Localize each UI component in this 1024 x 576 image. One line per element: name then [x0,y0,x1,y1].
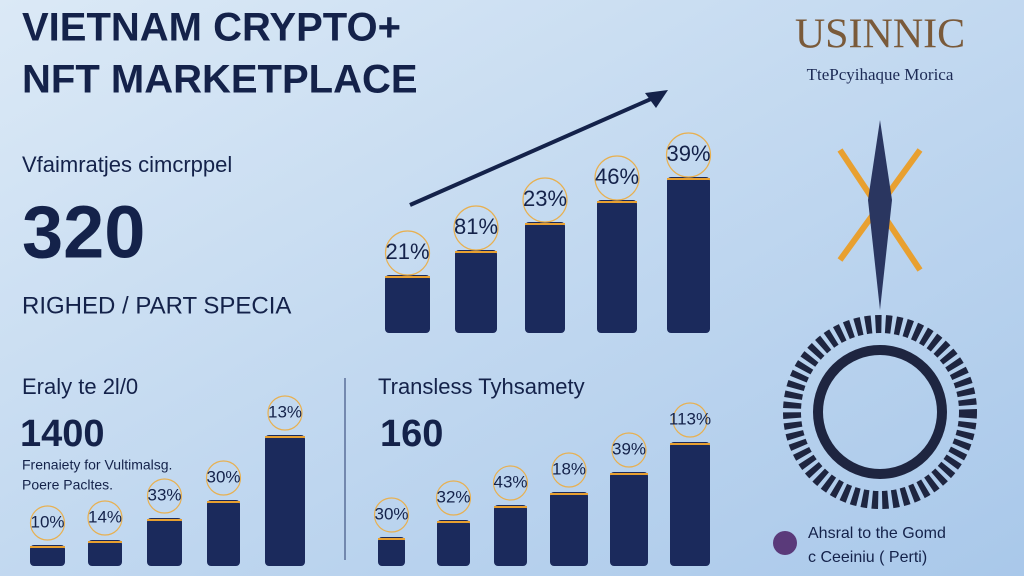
panel-text: Poere Pacltes. [22,477,113,493]
bar-label: 32% [436,487,470,506]
bar-label: 10% [30,512,64,531]
label-ring [594,155,640,201]
label-ring [205,460,242,496]
bar [207,500,240,566]
bar-label: 43% [493,472,527,491]
label-ring [29,505,66,541]
note: Ahsral to the Gomd [808,525,946,542]
panel-number: 160 [380,413,443,455]
gear-ring [813,345,947,479]
emblem [868,120,892,310]
bar [597,200,637,333]
label-ring [522,177,568,223]
bar-label: 30% [374,504,408,523]
bar-label: 30% [206,467,240,486]
bar-label: 23% [523,186,567,211]
bar [667,177,710,333]
bar [437,520,470,566]
label-ring [453,205,499,251]
bar-label: 81% [454,214,498,239]
bar [378,537,405,566]
label-ring [87,500,123,536]
label-ring [373,497,410,533]
icon [773,531,797,555]
bar [88,540,122,566]
note: c Ceeiniu ( Perti) [808,549,927,566]
bar-label: 18% [552,459,586,478]
trend-arrow [409,93,661,207]
bar [455,250,497,333]
bar [494,505,527,566]
panel-title: Eraly te 2l/0 [22,374,138,399]
logo: USINNIC [795,12,965,58]
title: NFT MARKETPLACE [22,58,418,102]
panel-number: 1400 [20,413,105,455]
bar-label: 14% [88,507,122,526]
bar [610,472,648,566]
label-ring [267,395,303,431]
gear [783,315,977,509]
panel-title: Transless Tyhsamety [378,374,585,399]
bar [147,518,182,566]
panel-text: Frenaiety for Vultimalsg. [22,457,172,473]
label-ring [665,132,712,178]
title: VIETNAM CRYPTO+ [22,6,401,50]
label-ring [492,465,529,501]
logo-tagline: TtePcyihaque Morica [807,65,954,84]
bar [385,275,430,333]
label-ring [611,432,647,468]
bar-label: 21% [385,239,429,264]
bar [30,545,65,566]
label-ring [384,230,431,276]
bar [525,222,565,333]
label-ring [551,452,587,488]
stat-subtitle: RIGHED / PART SPECIA [22,292,291,319]
label-ring [146,478,183,514]
bar-label: 113% [669,409,711,428]
stat-caption: Vfaimratjes cimcrppel [22,152,232,177]
bar-label: 33% [147,485,181,504]
bar [265,435,305,566]
label-ring [435,480,472,516]
stat-number: 320 [22,191,145,274]
bar [670,442,710,566]
bar [550,492,588,566]
arrow-head [645,90,668,108]
label-ring [672,402,708,438]
bar-label: 13% [268,402,302,421]
bar-label: 46% [595,164,639,189]
bar-label: 39% [666,141,710,166]
bar-label: 39% [612,439,646,458]
